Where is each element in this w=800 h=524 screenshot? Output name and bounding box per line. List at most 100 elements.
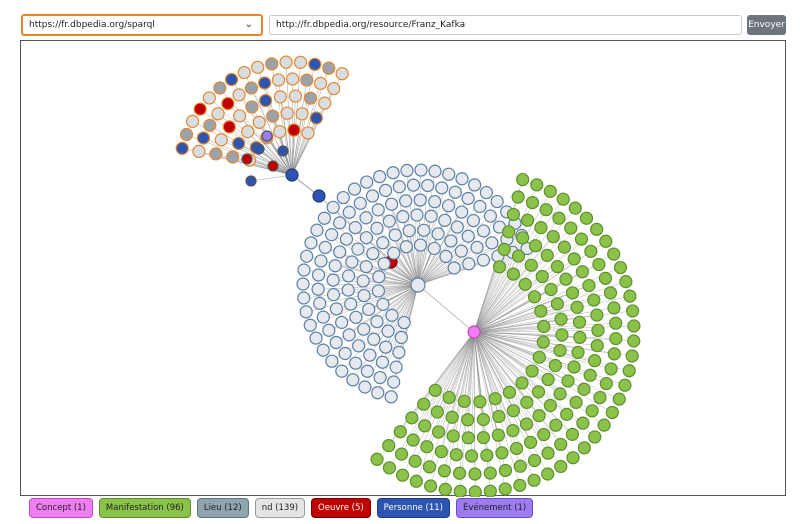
main-hub-node[interactable] (410, 277, 426, 293)
manifestation-node[interactable] (468, 467, 482, 481)
entity-node[interactable] (288, 89, 303, 103)
manifestation-node[interactable] (588, 430, 602, 444)
manifestation-node[interactable] (607, 301, 621, 315)
manifestation-node[interactable] (409, 474, 423, 488)
nd-node[interactable] (311, 282, 325, 296)
manifestation-node[interactable] (476, 430, 491, 445)
manifestation-node[interactable] (531, 385, 546, 399)
manifestation-node[interactable] (534, 304, 548, 318)
nd-node[interactable] (346, 373, 360, 387)
manifestation-node[interactable] (513, 478, 527, 492)
manifestation-node[interactable] (556, 192, 570, 206)
nd-node[interactable] (359, 231, 373, 245)
manifestation-node[interactable] (559, 272, 573, 286)
entity-node[interactable] (175, 141, 189, 155)
nd-node[interactable] (455, 172, 469, 186)
nd-node[interactable] (455, 205, 469, 219)
graph-svg[interactable] (21, 41, 787, 497)
entity-node[interactable] (318, 96, 332, 110)
entity-node[interactable] (179, 127, 194, 142)
nd-node[interactable] (376, 236, 390, 250)
nd-node[interactable] (413, 193, 427, 207)
manifestation-node[interactable] (442, 390, 456, 405)
manifestation-node[interactable] (590, 308, 604, 322)
manifestation-node[interactable] (574, 232, 589, 246)
endpoint-select[interactable]: https://fr.dbpedia.org/sparql ⌄ (21, 14, 263, 36)
nd-node[interactable] (353, 196, 367, 210)
manifestation-node[interactable] (428, 383, 442, 397)
nd-node[interactable] (382, 214, 396, 228)
nd-node[interactable] (371, 386, 385, 400)
send-button[interactable]: Envoyer (747, 15, 786, 35)
entity-node[interactable] (209, 147, 223, 161)
manifestation-node[interactable] (525, 195, 540, 210)
manifestation-node[interactable] (579, 211, 594, 225)
nd-node[interactable] (313, 296, 327, 310)
legend-concept[interactable]: Concept (1) (29, 498, 93, 518)
entity-node[interactable] (279, 55, 293, 69)
nd-node[interactable] (392, 345, 406, 359)
entity-node[interactable] (196, 131, 211, 145)
nd-node[interactable] (428, 164, 442, 178)
nd-node[interactable] (396, 210, 410, 224)
nd-node[interactable] (333, 216, 347, 230)
manifestation-node[interactable] (488, 392, 502, 406)
manifestation-node[interactable] (554, 437, 568, 452)
manifestation-node[interactable] (438, 482, 452, 497)
nd-node[interactable] (339, 232, 354, 246)
entity-node[interactable] (335, 67, 349, 81)
nd-node[interactable] (442, 167, 456, 181)
manifestation-node[interactable] (418, 419, 432, 433)
manifestation-node[interactable] (584, 244, 598, 258)
manifestation-node[interactable] (457, 394, 471, 408)
manifestation-node[interactable] (516, 231, 530, 245)
nd-node[interactable] (342, 328, 356, 342)
manifestation-node[interactable] (565, 286, 580, 300)
manifestation-node[interactable] (576, 416, 590, 430)
entity-node[interactable] (266, 109, 280, 123)
manifestation-node[interactable] (553, 343, 567, 358)
legend-evenement[interactable]: Événement (1) (456, 498, 534, 518)
manifestation-node[interactable] (519, 417, 534, 431)
nd-node[interactable] (435, 181, 449, 195)
entity-node[interactable] (267, 160, 279, 172)
nd-node[interactable] (378, 183, 393, 198)
legend-lieu[interactable]: Lieu (12) (196, 498, 249, 518)
nd-node[interactable] (299, 305, 313, 319)
manifestation-node[interactable] (583, 368, 597, 382)
nd-node[interactable] (326, 200, 340, 214)
nd-node[interactable] (438, 213, 452, 227)
entity-node[interactable] (203, 118, 217, 132)
entity-node[interactable] (277, 145, 289, 157)
manifestation-node[interactable] (461, 431, 475, 445)
entity-node[interactable] (261, 130, 273, 142)
manifestation-node[interactable] (527, 453, 542, 468)
manifestation-node[interactable] (597, 418, 611, 432)
nd-node[interactable] (304, 236, 318, 250)
manifestation-node[interactable] (603, 286, 618, 300)
entity-node[interactable] (221, 96, 235, 111)
nd-node[interactable] (483, 209, 498, 223)
nd-node[interactable] (338, 346, 352, 361)
manifestation-node[interactable] (430, 405, 444, 419)
nd-node[interactable] (439, 249, 453, 264)
manifestation-node[interactable] (511, 190, 525, 204)
nd-node[interactable] (454, 244, 468, 258)
nd-node[interactable] (450, 220, 464, 234)
entity-node[interactable] (303, 91, 318, 105)
nd-node[interactable] (394, 330, 408, 345)
nd-node[interactable] (326, 273, 340, 287)
nd-node[interactable] (325, 228, 339, 242)
manifestation-node[interactable] (535, 269, 549, 284)
nd-node[interactable] (386, 166, 400, 180)
person-hub-node[interactable] (285, 168, 299, 182)
manifestation-node[interactable] (588, 354, 602, 368)
entity-node[interactable] (211, 107, 225, 121)
manifestation-node[interactable] (370, 452, 384, 466)
nd-node[interactable] (441, 199, 456, 213)
nd-node[interactable] (387, 246, 401, 260)
manifestation-node[interactable] (605, 405, 619, 420)
nd-node[interactable] (414, 163, 428, 177)
manifestation-node[interactable] (609, 331, 623, 346)
nd-node[interactable] (316, 343, 330, 357)
